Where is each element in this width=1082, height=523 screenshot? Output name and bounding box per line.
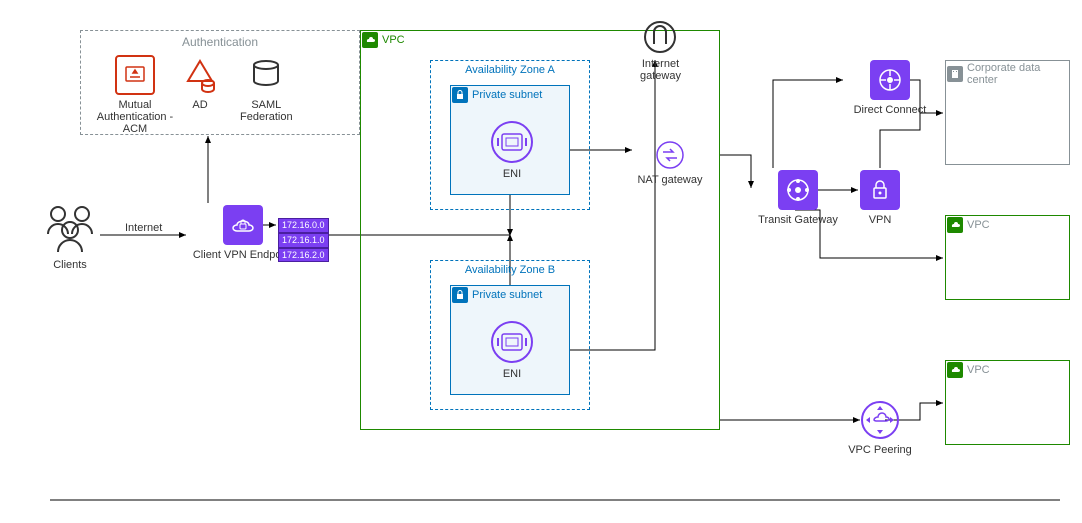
auth-saml: SAML Federation xyxy=(240,55,293,123)
dc-label: Direct Connect xyxy=(845,104,935,116)
vpc-main-label: VPC xyxy=(382,34,405,46)
vpc-3-tag: VPC xyxy=(947,362,990,378)
vpn-right-label: VPN xyxy=(869,214,892,226)
vpn-icon xyxy=(860,170,900,210)
tgw-label: Transit Gateway xyxy=(753,214,843,226)
vpc-2-label: VPC xyxy=(967,219,990,231)
direct-connect: Direct Connect xyxy=(845,60,935,116)
transit-gateway: Transit Gateway xyxy=(753,170,843,226)
vpc-2-tag: VPC xyxy=(947,217,990,233)
vpc-main-tag: VPC xyxy=(362,32,405,48)
nat-icon xyxy=(655,140,685,170)
vpc-peering: VPC Peering xyxy=(840,400,920,456)
corp-dc-label: Corporate data center xyxy=(967,62,1040,86)
nat-gateway: NAT gateway xyxy=(635,140,705,186)
lock-icon xyxy=(452,87,468,103)
tgw-icon xyxy=(778,170,818,210)
eni-a-label: ENI xyxy=(503,168,521,180)
lock-icon xyxy=(452,287,468,303)
vpc-3-label: VPC xyxy=(967,364,990,376)
az-b-subnet-label: Private subnet xyxy=(472,289,542,301)
az-b-subnet-tag: Private subnet xyxy=(452,287,542,303)
igw-label: Internet gateway xyxy=(640,58,681,82)
auth-ad: AD xyxy=(180,55,220,111)
cidr-0: 172.16.0.0 xyxy=(278,218,329,233)
auth-mutual-label: Mutual Authentication - ACM xyxy=(85,99,185,135)
internet-gateway: Internet gateway xyxy=(640,20,681,82)
building-icon xyxy=(947,66,963,82)
cloud-icon xyxy=(362,32,378,48)
peering-label: VPC Peering xyxy=(840,444,920,456)
dc-icon xyxy=(870,60,910,100)
peering-icon xyxy=(860,400,900,440)
cloud-icon xyxy=(947,362,963,378)
cidr-1: 172.16.1.0 xyxy=(278,233,329,248)
eni-icon xyxy=(490,320,534,364)
internet-label: Internet xyxy=(125,222,162,234)
eni-b-label: ENI xyxy=(503,368,521,380)
az-a-title: Availability Zone A xyxy=(431,64,589,76)
auth-ad-label: AD xyxy=(192,99,207,111)
clients-label: Clients xyxy=(53,259,87,271)
az-a-subnet-label: Private subnet xyxy=(472,89,542,101)
nat-label: NAT gateway xyxy=(635,174,705,186)
clients: Clients xyxy=(40,200,100,271)
users-icon xyxy=(40,200,100,255)
cidr-blocks: 172.16.0.0 172.16.1.0 172.16.2.0 xyxy=(278,218,329,262)
vpn-endpoint-icon xyxy=(223,205,263,245)
auth-mutual: Mutual Authentication - ACM xyxy=(95,55,175,135)
ad-icon xyxy=(180,55,220,95)
eni-a: ENI xyxy=(490,120,534,180)
certificate-icon xyxy=(115,55,155,95)
cidr-2: 172.16.2.0 xyxy=(278,248,329,263)
saml-icon xyxy=(246,55,286,95)
vpc-3: VPC xyxy=(945,360,1070,445)
auth-saml-label: SAML Federation xyxy=(240,99,293,123)
vpc-2: VPC xyxy=(945,215,1070,300)
corp-dc-tag: Corporate data center xyxy=(947,62,1040,86)
az-a-subnet-tag: Private subnet xyxy=(452,87,542,103)
igw-icon xyxy=(643,20,677,54)
eni-b: ENI xyxy=(490,320,534,380)
vpn-right: VPN xyxy=(860,170,900,226)
az-b-title: Availability Zone B xyxy=(431,264,589,276)
cloud-icon xyxy=(947,217,963,233)
corp-dc: Corporate data center xyxy=(945,60,1070,165)
eni-icon xyxy=(490,120,534,164)
auth-title: Authentication xyxy=(81,35,359,49)
